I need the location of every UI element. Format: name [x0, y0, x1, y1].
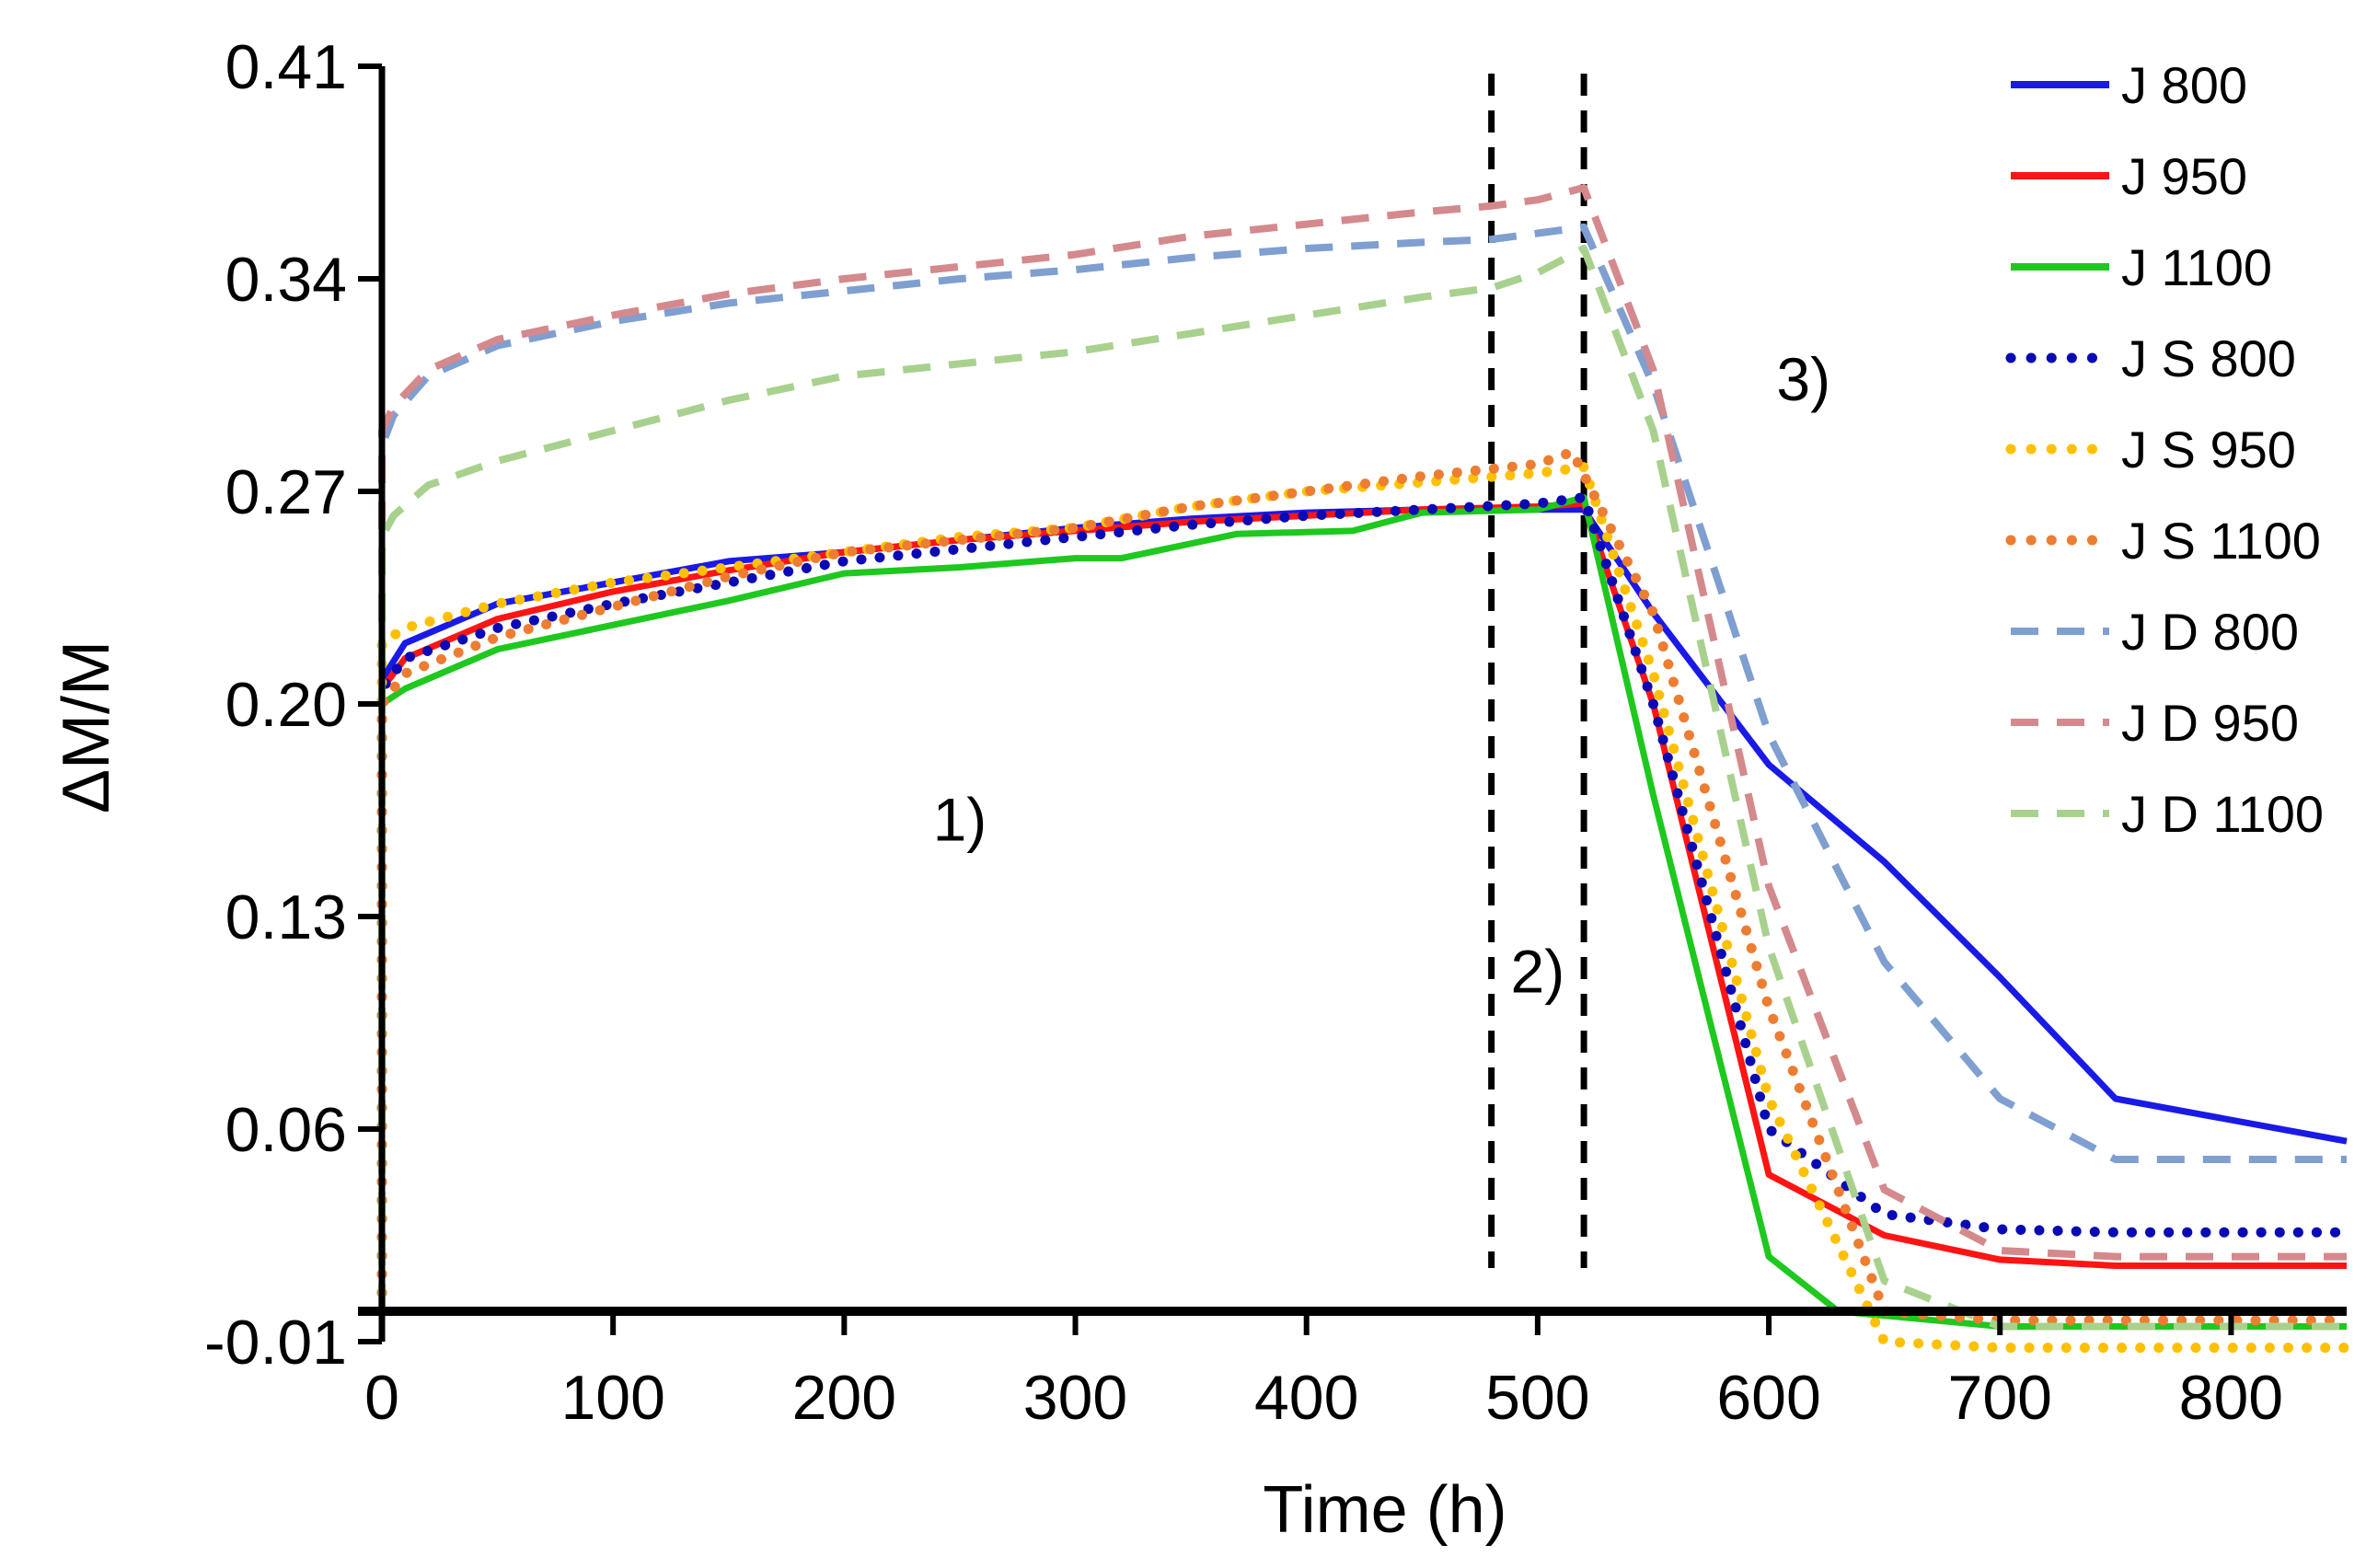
- legend-item: J 1100: [2011, 238, 2272, 296]
- series-line-j-950: [378, 500, 2347, 1311]
- legend-label: J D 1100: [2121, 785, 2324, 843]
- x-axis-title: Time (h): [1263, 1473, 1506, 1547]
- series-line-j-1100: [378, 494, 2347, 1330]
- y-tick-label: -0.01: [204, 1308, 347, 1378]
- y-axis-title: ΔM/M: [50, 640, 123, 813]
- x-tick-label: 400: [1254, 1363, 1358, 1433]
- x-tick-label: 300: [1023, 1363, 1127, 1433]
- legend-label: J 950: [2121, 147, 2247, 205]
- legend-item: J D 800: [2011, 603, 2299, 661]
- y-tick-label: 0.27: [225, 457, 347, 527]
- legend-item: J 800: [2011, 56, 2247, 114]
- series-line-j-d-800: [378, 223, 2347, 1311]
- legend-label: J S 800: [2121, 329, 2296, 387]
- series-line-j-s-950: [376, 462, 2352, 1354]
- x-tick-label: 200: [792, 1363, 896, 1433]
- legend-item: J D 1100: [2011, 785, 2324, 843]
- legend: J 800 J 950 J 1100 J S 800 J S 950 J S 1100 J …: [2005, 56, 2324, 843]
- legend-label: J D 950: [2121, 694, 2299, 752]
- axes-layer: 0.41 0.34 0.27 0.20 0.13 0.06 -0.010 100 200 300 4…: [204, 32, 2347, 1433]
- series-layer: [376, 184, 2352, 1354]
- series-line-j-800: [378, 506, 2348, 1311]
- legend-label: J S 950: [2121, 421, 2296, 478]
- y-tick-label: 0.41: [225, 32, 347, 102]
- series-line-j-d-950: [378, 184, 2347, 1311]
- y-tick-label: 0.34: [225, 245, 347, 315]
- legend-item: J S 1100: [2005, 512, 2321, 570]
- y-tick-label: 0.13: [225, 882, 347, 952]
- series-line-j-s-800: [376, 492, 2352, 1317]
- x-tick-label: 600: [1716, 1363, 1820, 1433]
- legend-label: J 800: [2121, 56, 2247, 114]
- y-tick-label: 0.20: [225, 670, 347, 740]
- x-tick-label: 700: [1948, 1363, 2052, 1433]
- x-tick-label: 500: [1485, 1363, 1589, 1433]
- y-tick-label: 0.06: [225, 1095, 347, 1165]
- legend-item: J 950: [2011, 147, 2247, 205]
- annotation-layer: 1) 2) 3): [933, 345, 1830, 1006]
- x-tick-label: 0: [364, 1363, 399, 1433]
- region-label-1: 1): [933, 786, 987, 854]
- legend-label: J 1100: [2121, 238, 2272, 296]
- x-tick-label: 800: [2179, 1363, 2283, 1433]
- legend-item: J S 950: [2005, 421, 2296, 478]
- legend-item: J S 800: [2005, 329, 2296, 387]
- region-label-3: 3): [1776, 345, 1830, 413]
- legend-label: J D 800: [2121, 603, 2299, 661]
- series-line-j-d-1100: [378, 245, 2347, 1331]
- series-line-j-s-1100: [376, 446, 2352, 1326]
- legend-item: J D 950: [2011, 694, 2299, 752]
- x-tick-label: 100: [560, 1363, 664, 1433]
- reference-lines: [1488, 74, 1587, 1268]
- legend-label: J S 1100: [2121, 512, 2321, 570]
- region-label-2: 2): [1511, 938, 1565, 1006]
